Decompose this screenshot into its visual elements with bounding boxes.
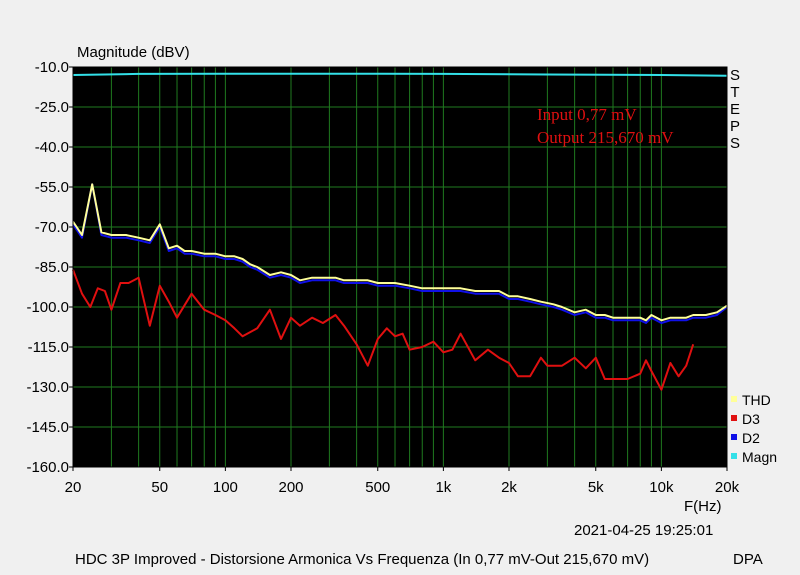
- brand-label: DPA: [733, 551, 763, 568]
- legend-label-thd: THD: [742, 392, 771, 408]
- timestamp: 2021-04-25 19:25:01: [574, 522, 714, 539]
- y-tick-label: -160.0: [26, 459, 69, 476]
- x-tick-label: 2k: [501, 479, 517, 496]
- legend-swatch-thd: [731, 396, 737, 402]
- y-axis-title: Magnitude (dBV): [77, 44, 190, 61]
- series-line-magn: [72, 72, 728, 77]
- legend-label-magn: Magn: [742, 449, 777, 465]
- series-lines: [72, 66, 728, 468]
- legend-label-d3: D3: [742, 411, 760, 427]
- x-tick-label: 50: [151, 479, 168, 496]
- legend-swatch-d3: [731, 415, 737, 421]
- steps-letter: E: [730, 101, 740, 118]
- x-tick-label: 10k: [649, 479, 674, 496]
- steps-letter: T: [730, 84, 739, 101]
- series-line-d3: [72, 269, 695, 391]
- y-tick-label: -130.0: [26, 379, 69, 396]
- annotation-output: Output 215,670 mV: [537, 128, 674, 147]
- y-tick-label: -10.0: [35, 59, 69, 76]
- y-tick-label: -25.0: [35, 99, 69, 116]
- y-tick-label: -55.0: [35, 179, 69, 196]
- legend: THD D3 D2 Magn: [731, 392, 777, 465]
- y-tick-label: -100.0: [26, 299, 69, 316]
- x-axis-title: F(Hz): [684, 498, 722, 515]
- y-tick-label: -40.0: [35, 139, 69, 156]
- plot-border: [72, 66, 728, 468]
- y-tick-labels: -10.0 -25.0 -40.0 -55.0 -70.0 -85.0 -100.0 -115…: [26, 59, 73, 476]
- annotation-input: Input 0,77 mV: [537, 105, 637, 124]
- series-line-thd: [72, 183, 728, 322]
- x-tick-label: 1k: [435, 479, 451, 496]
- legend-swatch-magn: [731, 453, 737, 459]
- caption: HDC 3P Improved - Distorsione Armonica V…: [75, 551, 650, 568]
- steps-letter: P: [730, 118, 740, 135]
- legend-swatch-d2: [731, 434, 737, 440]
- x-tick-label: 200: [278, 479, 303, 496]
- x-tick-label: 20: [65, 479, 82, 496]
- x-tick-label: 5k: [588, 479, 604, 496]
- steps-letter: S: [730, 135, 740, 152]
- steps-letter: S: [730, 67, 740, 84]
- y-tick-label: -70.0: [35, 219, 69, 236]
- x-tick-label: 20k: [715, 479, 740, 496]
- x-tick-label: 500: [365, 479, 390, 496]
- x-tick-label: 100: [213, 479, 238, 496]
- y-tick-label: -115.0: [28, 339, 69, 356]
- x-tick-labels: 20 50 100 200 500 1k 2k 5k 10k 20k: [65, 467, 740, 496]
- y-tick-label: -85.0: [35, 259, 69, 276]
- legend-label-d2: D2: [742, 430, 760, 446]
- grid: [73, 66, 727, 468]
- series-line-d2: [72, 183, 728, 324]
- y-tick-label: -145.0: [26, 419, 69, 436]
